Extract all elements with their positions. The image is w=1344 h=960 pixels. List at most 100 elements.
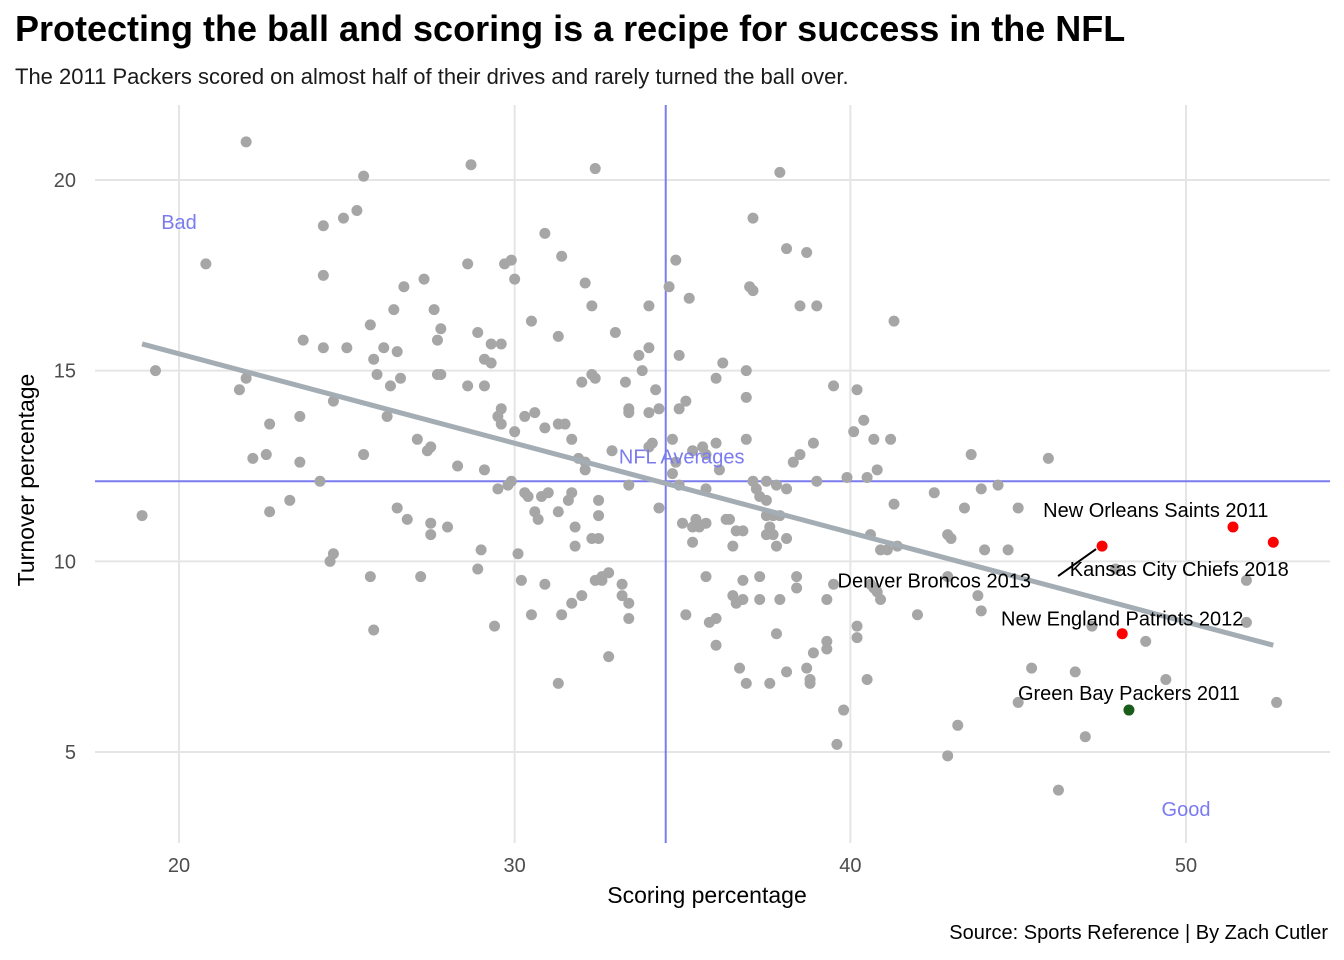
data-point [670,456,682,468]
data-point [603,651,615,663]
data-point [576,590,588,602]
chart-title: Protecting the ball and scoring is a rec… [15,8,1126,49]
data-point [616,590,628,602]
data-point [643,407,655,419]
data-point [747,212,759,224]
data-point [643,342,655,354]
data-point [821,643,833,655]
data-point [851,632,863,644]
data-point [1069,666,1081,678]
trend-line-group [141,341,1274,648]
data-point [240,136,252,148]
data-point [495,403,507,415]
data-point [885,433,897,445]
data-point [1012,502,1024,514]
data-point [807,437,819,449]
highlighted-points [1096,521,1279,716]
data-point [525,609,537,621]
data-point [754,593,766,605]
data-point [566,487,578,499]
data-point [552,330,564,342]
data-point [760,494,772,506]
data-point [378,342,390,354]
data-point [781,243,793,255]
y-tick-label: 20 [54,170,76,192]
data-point [566,433,578,445]
data-point [505,475,517,487]
data-point [710,372,722,384]
highlighted-point [1227,521,1239,533]
data-point [717,357,729,369]
data-point [851,620,863,632]
data-point [737,593,749,605]
data-point [462,258,474,270]
data-point [556,250,568,262]
data-point [606,445,618,457]
data-point [911,609,923,621]
data-point [740,365,752,377]
chart-subtitle: The 2011 Packers scored on almost half o… [15,64,849,89]
data-point [653,403,665,415]
data-point [475,544,487,556]
data-point [465,159,477,171]
data-point [522,491,534,503]
data-point [801,246,813,258]
data-point [495,418,507,430]
data-point [391,502,403,514]
data-point [734,662,746,674]
data-point [395,372,407,384]
data-point [677,517,688,529]
data-point [673,403,685,415]
data-point [485,338,497,350]
data-point [351,205,363,217]
data-point [670,254,682,266]
data-point [770,628,782,640]
data-point [653,502,665,514]
data-point [821,635,833,647]
data-point [841,471,853,483]
data-point [673,349,685,361]
data-point [821,593,833,605]
data-point [710,437,722,449]
team-label: New Orleans Saints 2011 [1043,500,1268,522]
data-point [928,487,940,499]
trend-line [141,341,1274,648]
data-point [542,487,554,499]
data-point [1271,696,1283,708]
data-point [861,471,873,483]
data-point [687,536,699,548]
data-point [687,445,699,457]
data-point [1160,674,1172,686]
data-point [952,719,964,731]
data-point [787,456,799,468]
data-point [747,285,759,297]
data-point [525,315,537,327]
data-point [579,464,591,476]
data-point [509,426,521,438]
data-point [623,403,635,415]
data-point [264,418,276,430]
data-point [1012,696,1024,708]
data-point [593,494,605,506]
data-point [472,327,484,339]
data-point [710,639,722,651]
y-tick-label: 15 [54,361,76,383]
data-point [646,437,658,449]
bad-label: Bad [161,212,197,234]
data-point [452,460,464,472]
data-point [1240,574,1252,586]
data-point [848,426,860,438]
data-point [284,494,296,506]
data-point [512,548,524,560]
data-point [764,677,776,689]
data-point [781,532,793,544]
data-points [136,136,1283,796]
data-point [965,449,977,461]
data-point [633,349,645,361]
data-point [881,544,893,556]
data-point [431,334,443,346]
data-point [398,281,410,293]
data-point [801,662,813,674]
data-point [794,300,806,312]
data-point [740,677,752,689]
